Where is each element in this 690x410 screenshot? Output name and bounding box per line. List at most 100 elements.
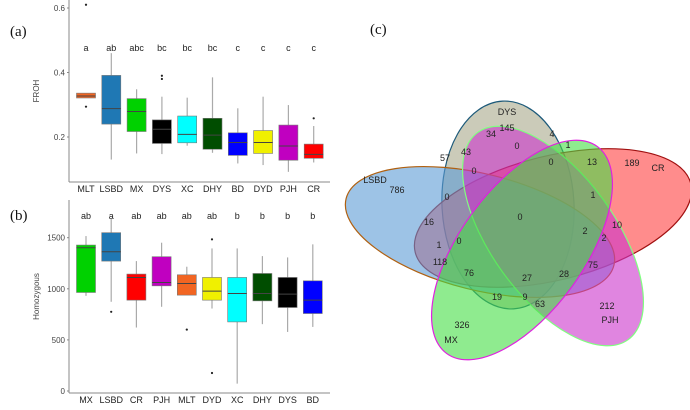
venn-intersection-count: 76 xyxy=(464,268,474,278)
venn-set-label: CR xyxy=(652,163,665,173)
box-mlt xyxy=(177,274,197,296)
y-tick-label: 1000 xyxy=(47,285,65,294)
y-tick-label: 1500 xyxy=(47,234,65,243)
y-tick-label: 0 xyxy=(61,387,66,396)
panel-label-b: (b) xyxy=(10,208,28,224)
y-tick-label: 0.4 xyxy=(54,69,66,78)
significance-letter: a xyxy=(83,43,88,53)
venn-set-mx xyxy=(430,139,614,361)
venn-set-label: MX xyxy=(444,335,458,345)
outlier-point xyxy=(84,105,88,108)
venn-intersection-count: 9 xyxy=(522,292,527,302)
box-dhy xyxy=(252,273,273,302)
venn-intersection-count: 4 xyxy=(549,129,554,139)
x-tick-label: MX xyxy=(130,184,144,194)
venn-unique-count: 189 xyxy=(624,158,639,168)
box-dys xyxy=(277,277,298,308)
outlier-point xyxy=(210,238,214,241)
panel-label-a: (a) xyxy=(10,24,27,40)
significance-letter: ab xyxy=(106,43,116,53)
venn-intersection-count: 0 xyxy=(517,212,522,222)
significance-letter: b xyxy=(285,211,290,221)
x-tick-label: BD xyxy=(307,395,320,405)
y-axis-label: FROH xyxy=(32,79,41,102)
box-mx xyxy=(126,98,147,132)
y-tick-label: 0.6 xyxy=(54,4,66,13)
x-tick-label: DYS xyxy=(278,395,297,405)
y-axis-label: Homozygous xyxy=(32,273,41,320)
venn-intersection-count: 0 xyxy=(548,157,553,167)
box-xc xyxy=(177,115,197,144)
outlier-point xyxy=(84,3,88,6)
box-bd xyxy=(228,132,248,156)
venn-intersection-count: 0 xyxy=(514,141,519,151)
x-tick-label: CR xyxy=(130,395,143,405)
x-tick-label: DHY xyxy=(203,184,222,194)
box-xc xyxy=(227,277,247,323)
venn-intersection-count: 63 xyxy=(535,299,545,309)
x-tick-label: XC xyxy=(231,395,244,405)
x-tick-label: XC xyxy=(181,184,194,194)
venn-intersection-count: 75 xyxy=(588,260,598,270)
venn-intersection-count: 13 xyxy=(587,157,597,167)
venn-intersection-count: 57 xyxy=(440,153,450,163)
significance-letter: ab xyxy=(131,211,141,221)
venn-intersection-count: 118 xyxy=(433,257,447,267)
venn-unique-count: 145 xyxy=(499,123,514,133)
x-tick-label: BD xyxy=(232,184,245,194)
venn-set-label: LSBD xyxy=(363,175,387,185)
significance-letter: c xyxy=(236,43,241,53)
box-lsbd xyxy=(101,232,121,262)
significance-letter: a xyxy=(109,211,114,221)
outlier-point xyxy=(160,77,163,81)
box-mx xyxy=(76,244,96,293)
y-tick-label: 0.2 xyxy=(54,133,66,142)
significance-letter: bc xyxy=(157,43,167,53)
significance-letter: ab xyxy=(157,211,167,221)
x-tick-label: PJH xyxy=(153,395,170,405)
venn-intersection-count: 1 xyxy=(565,140,570,150)
box-dyd xyxy=(202,277,222,301)
outlier-point xyxy=(210,371,214,375)
significance-letter: b xyxy=(310,211,315,221)
venn-intersection-count: 28 xyxy=(559,269,569,279)
box-pjh xyxy=(278,124,299,161)
x-tick-label: MX xyxy=(79,395,93,405)
venn-unique-count: 786 xyxy=(389,185,404,195)
box-lsbd xyxy=(101,75,122,125)
venn-set-label: PJH xyxy=(601,315,618,325)
box-dys xyxy=(152,119,172,144)
x-tick-label: LSBD xyxy=(99,395,123,405)
box-bd xyxy=(302,280,323,314)
box-dhy xyxy=(202,117,223,150)
venn-intersection-count: 16 xyxy=(424,217,434,227)
venn-intersection-count: 43 xyxy=(461,147,471,157)
venn-set-label: DYS xyxy=(498,107,517,117)
significance-letter: ab xyxy=(182,211,192,221)
significance-letter: b xyxy=(260,211,265,221)
venn-intersection-count: 0 xyxy=(471,166,476,176)
significance-letter: abc xyxy=(129,43,144,53)
x-tick-label: LSBD xyxy=(100,184,124,194)
outlier-point xyxy=(185,328,188,331)
venn-unique-count: 326 xyxy=(454,320,469,330)
significance-letter: c xyxy=(311,43,316,53)
significance-letter: bc xyxy=(182,43,192,53)
venn-intersection-count: 34 xyxy=(486,129,496,139)
froh-boxplot: 0.2 0.4 0.6 FROH MLT a LSBD ab MX abc DYS bc XC bc DHY… xyxy=(32,0,330,194)
x-tick-label: DYD xyxy=(254,184,274,194)
significance-letter: b xyxy=(235,211,240,221)
y-tick-label: 500 xyxy=(52,336,66,345)
box-cr xyxy=(126,273,147,301)
venn-intersection-count: 27 xyxy=(522,273,532,283)
venn-intersection-count: 0 xyxy=(444,192,449,202)
panel-label-c: (c) xyxy=(370,22,387,38)
significance-letter: c xyxy=(261,43,266,53)
outlier-point xyxy=(160,74,163,77)
significance-letter: ab xyxy=(207,211,217,221)
x-tick-label: CR xyxy=(307,184,320,194)
x-tick-label: MLT xyxy=(178,395,196,405)
x-tick-label: PJH xyxy=(280,184,297,194)
